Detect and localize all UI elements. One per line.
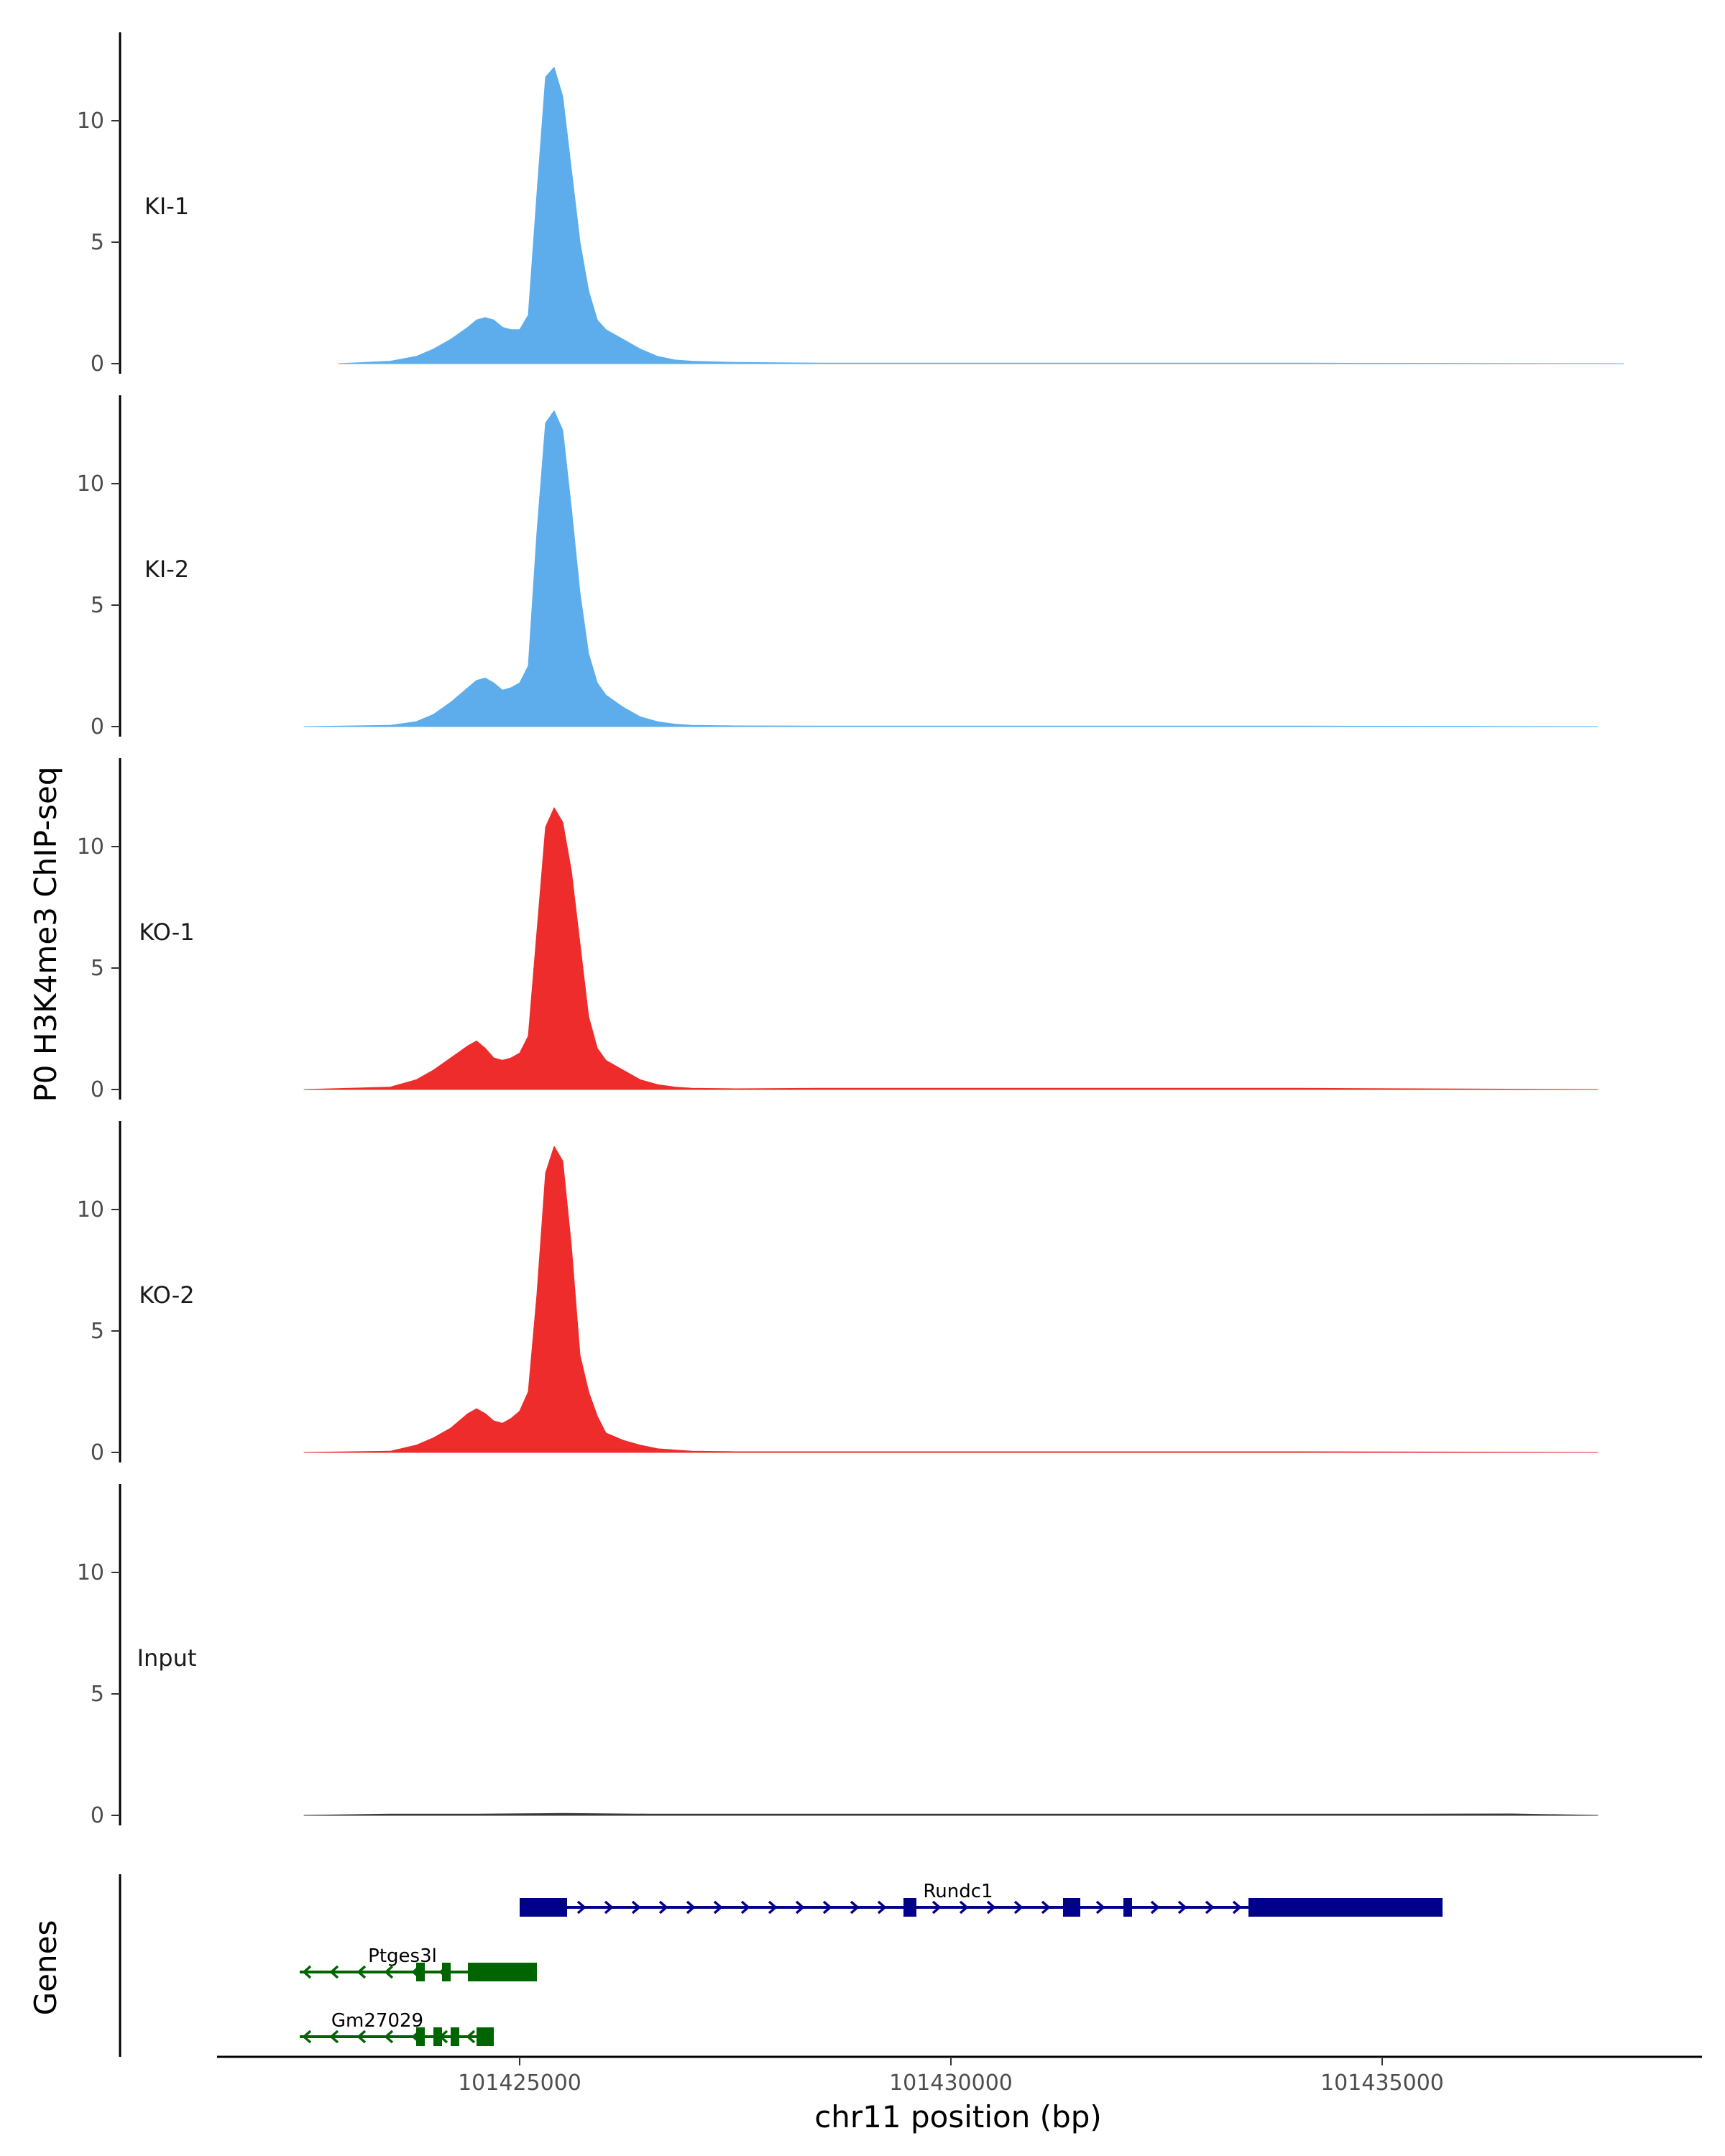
strand-chevron bbox=[850, 1900, 860, 1915]
strand-chevron bbox=[356, 2030, 367, 2044]
gene-label: Ptges3l bbox=[368, 1945, 437, 1967]
y-tick-label: 10 bbox=[77, 834, 104, 860]
y-tick-label: 10 bbox=[77, 1197, 104, 1222]
y-tick-label: 0 bbox=[91, 1077, 104, 1102]
track-label: KI-2 bbox=[144, 556, 189, 583]
strand-chevron bbox=[877, 1900, 887, 1915]
y-tick-label: 5 bbox=[91, 1682, 104, 1707]
strand-chevron bbox=[1095, 1900, 1105, 1915]
signal-area bbox=[303, 410, 1598, 727]
x-tick-label: 101435000 bbox=[1320, 2070, 1444, 2096]
genes-layer: Rundc1 Ptges3l Gm27029 bbox=[119, 1874, 1443, 2057]
tracks-layer: 0 5 10 KI-1 0 5 10 KI-2 0 5 10 KO-1 0 5 10 KO-2 0 5 10 Inpu… bbox=[77, 32, 1624, 1828]
track-label: KO-1 bbox=[139, 918, 194, 946]
y-tick-label: 0 bbox=[91, 714, 104, 740]
strand-chevron bbox=[384, 2030, 394, 2044]
gene-label: Gm27029 bbox=[331, 2010, 423, 2032]
y-axis-title: P0 H3K4me3 ChIP-seq bbox=[28, 766, 63, 1102]
track-ko-2: 0 5 10 KO-2 bbox=[77, 1121, 1598, 1465]
strand-chevron bbox=[1150, 1900, 1160, 1915]
strand-chevron bbox=[384, 1965, 394, 1979]
gene-exon bbox=[1063, 1898, 1080, 1917]
y-tick-label: 10 bbox=[77, 471, 104, 497]
strand-chevron bbox=[1177, 1900, 1187, 1915]
track-label: Input bbox=[137, 1644, 197, 1672]
track-ki-2: 0 5 10 KI-2 bbox=[77, 395, 1598, 740]
strand-chevron bbox=[658, 1900, 668, 1915]
gene-exon bbox=[451, 2027, 459, 2046]
strand-chevron bbox=[1041, 1900, 1051, 1915]
y-tick-label: 10 bbox=[77, 1560, 104, 1585]
gene-exon bbox=[1123, 1898, 1132, 1917]
gene-exon bbox=[477, 2027, 494, 2046]
strand-chevron bbox=[329, 2030, 339, 2044]
strand-chevron bbox=[631, 1900, 641, 1915]
signal-area bbox=[303, 807, 1598, 1090]
y-tick-label: 5 bbox=[91, 1319, 104, 1344]
gene-rundc1: Rundc1 bbox=[520, 1881, 1443, 1917]
gene-exon bbox=[433, 2027, 442, 2046]
signal-area bbox=[303, 1146, 1598, 1453]
y-tick-label: 5 bbox=[91, 956, 104, 981]
strand-chevron bbox=[795, 1900, 805, 1915]
genes-axis-title: Genes bbox=[28, 1920, 63, 2016]
y-tick-label: 0 bbox=[91, 351, 104, 377]
track-label: KO-2 bbox=[139, 1281, 194, 1309]
gene-exon bbox=[520, 1898, 567, 1917]
strand-chevron bbox=[822, 1900, 832, 1915]
signal-area bbox=[338, 67, 1624, 364]
y-tick-label: 0 bbox=[91, 1803, 104, 1828]
y-tick-label: 5 bbox=[91, 593, 104, 618]
gene-exon bbox=[1248, 1898, 1443, 1917]
gene-exon bbox=[442, 1963, 451, 1981]
track-ki-1: 0 5 10 KI-1 bbox=[77, 32, 1624, 377]
y-tick-label: 5 bbox=[91, 230, 104, 255]
gene-exon bbox=[477, 1963, 537, 1981]
gene-exon bbox=[468, 1963, 477, 1981]
y-tick-label: 10 bbox=[77, 109, 104, 134]
strand-chevron bbox=[959, 1900, 969, 1915]
track-label: KI-1 bbox=[144, 193, 189, 220]
strand-chevron bbox=[768, 1900, 778, 1915]
gene-exon bbox=[416, 2027, 425, 2046]
strand-chevron bbox=[740, 1900, 750, 1915]
strand-chevron bbox=[302, 1965, 312, 1979]
x-tick-label: 101430000 bbox=[889, 2070, 1013, 2096]
strand-chevron bbox=[356, 1965, 367, 1979]
x-axis-title: chr11 position (bp) bbox=[814, 2099, 1102, 2134]
x-axis: 101425000 101430000 101435000 bbox=[217, 2055, 1702, 2096]
strand-chevron bbox=[932, 1900, 942, 1915]
gene-gm27029: Gm27029 bbox=[300, 2010, 494, 2046]
track-input: 0 5 10 Input bbox=[77, 1484, 1598, 1828]
strand-chevron bbox=[329, 1965, 339, 1979]
x-tick-label: 101425000 bbox=[458, 2070, 581, 2096]
track-ko-1: 0 5 10 KO-1 bbox=[77, 758, 1598, 1102]
gene-label: Rundc1 bbox=[923, 1881, 993, 1902]
strand-chevron bbox=[576, 1900, 586, 1915]
strand-chevron bbox=[466, 2030, 476, 2044]
strand-chevron bbox=[604, 1900, 614, 1915]
strand-chevron bbox=[302, 2030, 312, 2044]
strand-chevron bbox=[1013, 1900, 1024, 1915]
gene-exon bbox=[903, 1898, 916, 1917]
strand-chevron bbox=[686, 1900, 696, 1915]
strand-chevron bbox=[986, 1900, 996, 1915]
strand-chevron bbox=[1205, 1900, 1215, 1915]
signal-area bbox=[303, 1812, 1598, 1816]
strand-chevron bbox=[713, 1900, 723, 1915]
strand-chevron bbox=[1232, 1900, 1242, 1915]
y-tick-label: 0 bbox=[91, 1440, 104, 1465]
gene-exon bbox=[416, 1963, 425, 1981]
gene-ptges3l: Ptges3l bbox=[300, 1945, 537, 1981]
